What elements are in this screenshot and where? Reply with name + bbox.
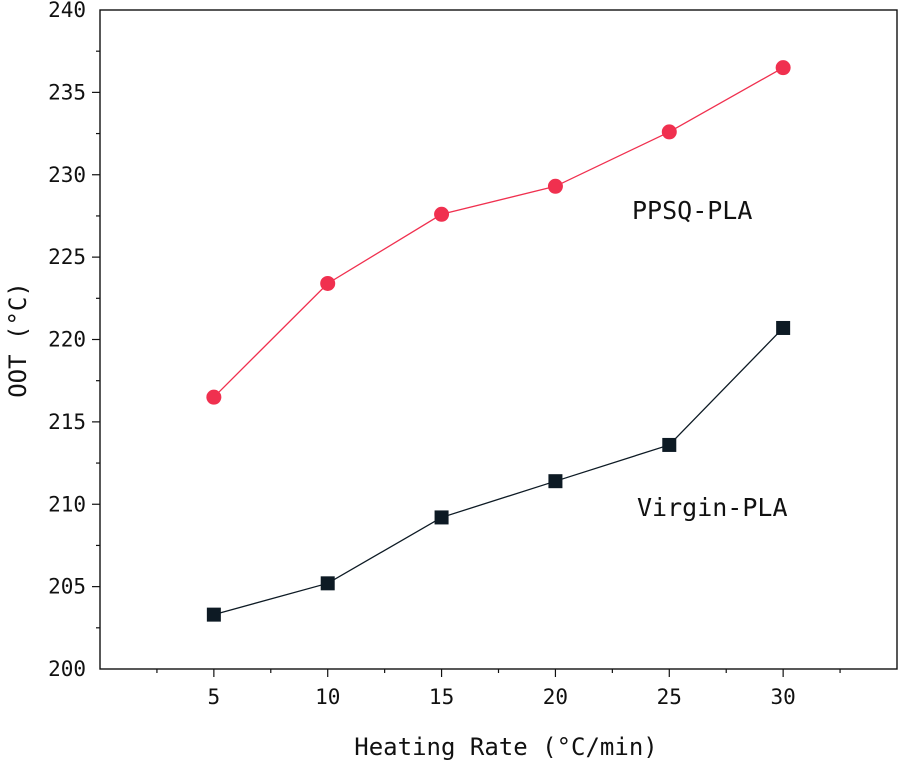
x-tick-label: 30: [770, 685, 795, 709]
series-label-virgin-pla: Virgin-PLA: [637, 493, 788, 522]
series-label-ppsq-pla: PPSQ-PLA: [632, 196, 752, 225]
x-tick-label: 20: [543, 685, 568, 709]
x-axis-title: Heating Rate (°C/min): [354, 733, 657, 761]
data-point-ppsq-pla: [206, 389, 222, 405]
data-point-virgin-pla: [548, 474, 563, 489]
y-tick-label: 220: [48, 328, 86, 352]
data-point-virgin-pla: [206, 607, 221, 622]
data-point-ppsq-pla: [434, 206, 450, 222]
data-point-ppsq-pla: [547, 178, 563, 194]
plot-frame: [99, 9, 898, 670]
data-point-virgin-pla: [434, 510, 449, 525]
y-tick-label: 215: [48, 410, 86, 434]
data-point-ppsq-pla: [775, 60, 791, 76]
data-point-virgin-pla: [662, 437, 677, 452]
y-tick-label: 210: [48, 492, 86, 516]
x-tick-label: 15: [429, 685, 454, 709]
series-line-virgin-pla: [213, 327, 784, 616]
series-layer: [206, 60, 791, 622]
y-tick-label: 240: [48, 0, 86, 22]
x-tick-label: 5: [208, 685, 221, 709]
data-point-ppsq-pla: [661, 124, 677, 140]
axes: 5 10 15 20 25 30 200 205 210 215 220 225 230 235 240: [48, 0, 898, 709]
x-tick-label: 25: [657, 685, 682, 709]
y-tick-label: 225: [48, 245, 86, 269]
series-line-ppsq-pla: [213, 67, 784, 398]
y-axis-title: OOT (°C): [4, 282, 32, 398]
x-tick-label: 10: [315, 685, 340, 709]
y-tick-label: 230: [48, 163, 86, 187]
labels-layer: PPSQ-PLA Virgin-PLA Heating Rate (°C/min…: [4, 196, 788, 761]
data-point-virgin-pla: [776, 320, 791, 335]
y-tick-label: 200: [48, 657, 86, 681]
data-point-ppsq-pla: [320, 275, 336, 291]
y-tick-label: 205: [48, 575, 86, 599]
y-tick-label: 235: [48, 80, 86, 104]
data-point-virgin-pla: [320, 576, 335, 591]
